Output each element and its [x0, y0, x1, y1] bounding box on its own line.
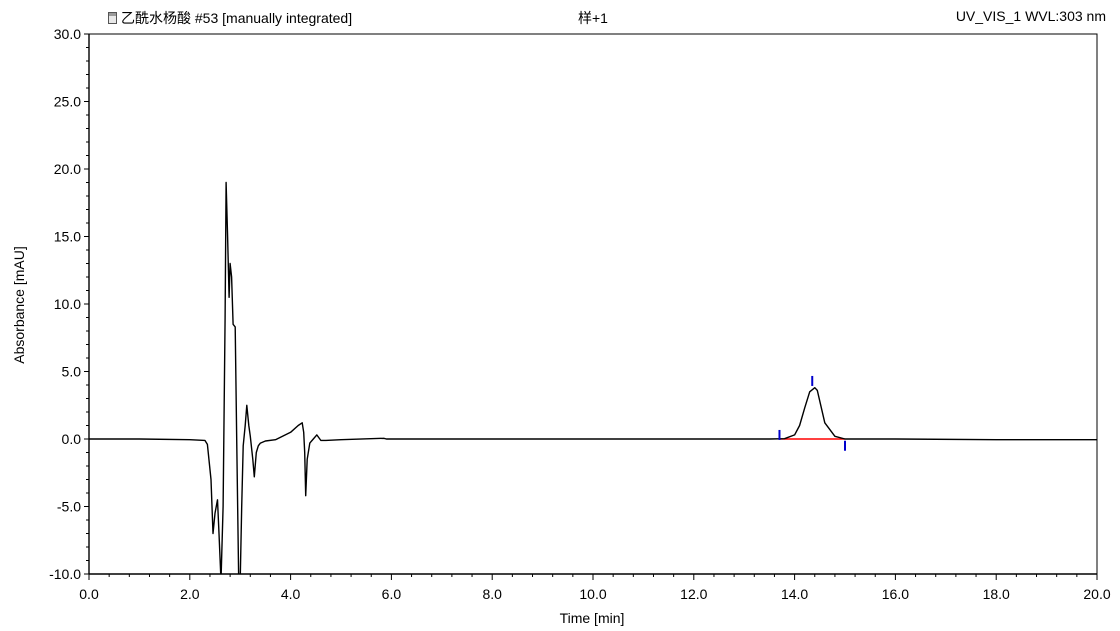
y-tick-label: 15.0: [54, 229, 81, 245]
y-tick-label: 30.0: [54, 26, 81, 42]
x-tick-label: 18.0: [983, 586, 1010, 602]
detector-label: UV_VIS_1 WVL:303 nm: [955, 8, 1106, 24]
y-tick-label: -10.0: [49, 566, 81, 582]
x-tick-label: 4.0: [281, 586, 301, 602]
plot-frame: [88, 33, 1098, 575]
sample-title-text: 乙酰水杨酸 #53 [manually integrated]: [121, 10, 353, 26]
y-tick-label: 25.0: [54, 94, 81, 110]
x-tick-label: 0.0: [79, 586, 99, 602]
x-tick-label: 2.0: [180, 586, 200, 602]
x-tick-label: 6.0: [382, 586, 402, 602]
y-tick-label: -5.0: [57, 499, 81, 515]
y-tick-label: 20.0: [54, 161, 81, 177]
y-tick-label: 10.0: [54, 296, 81, 312]
sample-title: 乙酰水杨酸 #53 [manually integrated]: [108, 8, 352, 28]
x-axis-title: Time [min]: [560, 610, 625, 626]
x-tick-label: 12.0: [680, 586, 707, 602]
sample-tag: 样+1: [578, 10, 608, 26]
chromatogram-trace: [89, 181, 1097, 574]
y-tick-label: 5.0: [62, 364, 82, 380]
y-axis-title: Absorbance [mAU]: [11, 246, 27, 364]
x-tick-label: 8.0: [482, 586, 502, 602]
document-icon: [108, 12, 117, 24]
x-tick-label: 10.0: [579, 586, 606, 602]
x-tick-label: 20.0: [1083, 586, 1110, 602]
y-tick-label: 0.0: [62, 431, 82, 447]
x-tick-label: 16.0: [882, 586, 909, 602]
x-tick-label: 14.0: [781, 586, 808, 602]
